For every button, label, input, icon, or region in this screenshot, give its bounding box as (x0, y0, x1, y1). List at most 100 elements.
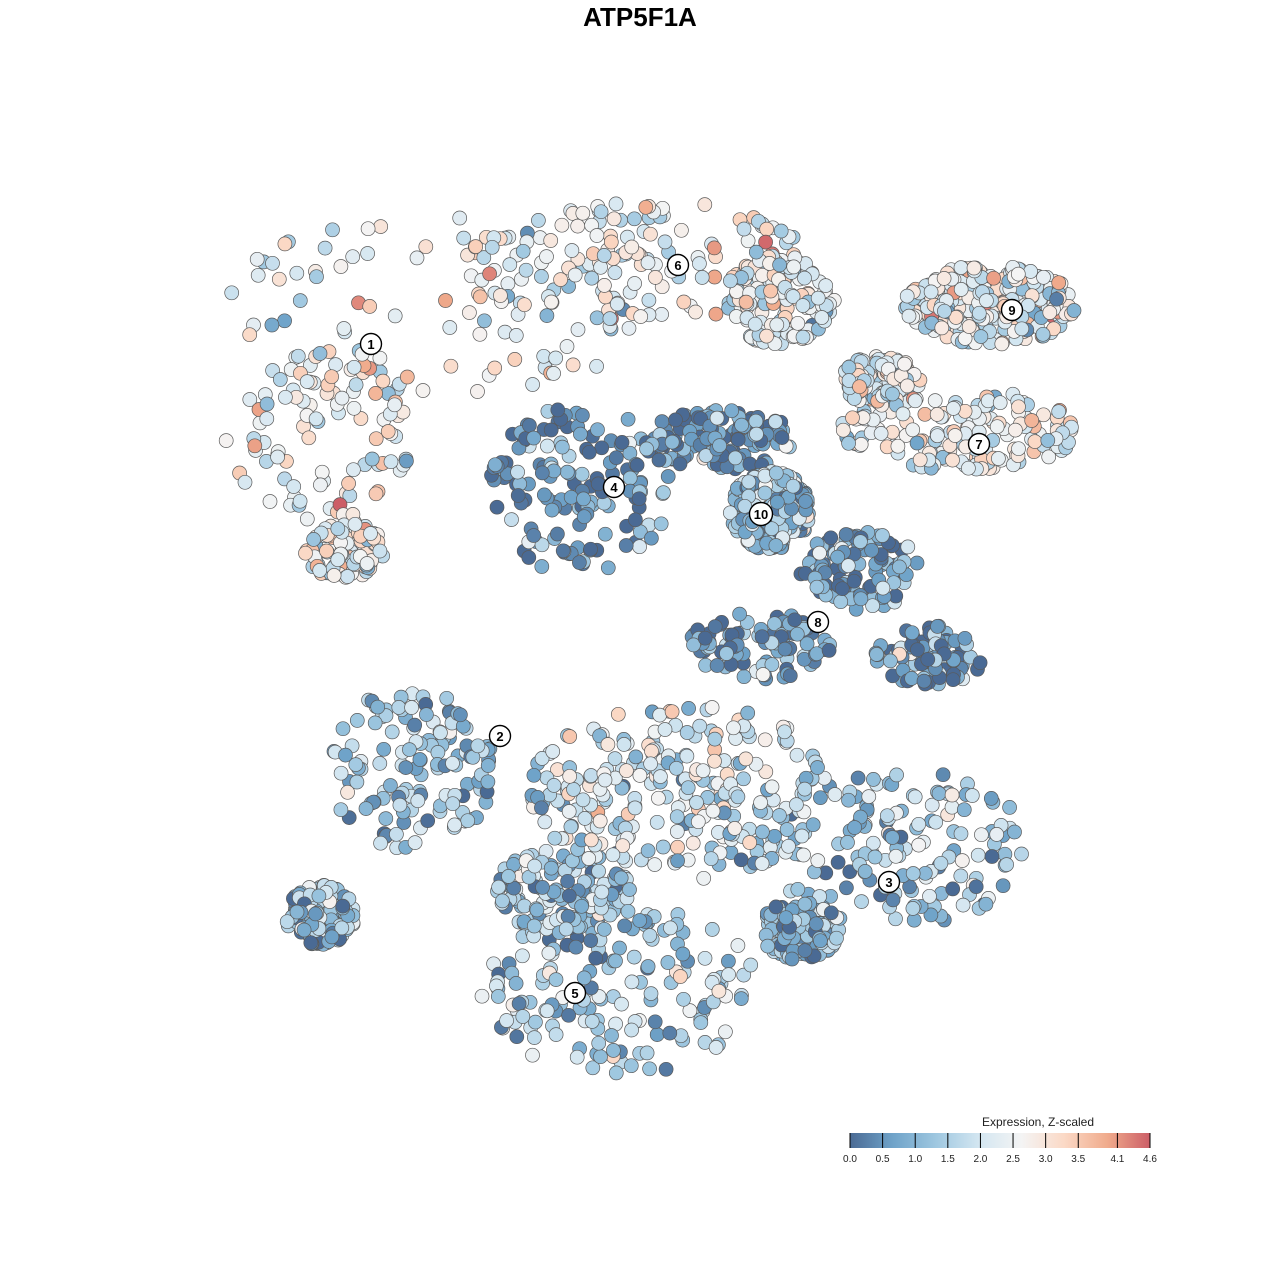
cell-point-cluster-7 (927, 393, 943, 408)
cell-point (669, 760, 684, 776)
cell-point-cluster-2 (439, 690, 455, 706)
cell-point-cluster-8 (904, 671, 919, 686)
cluster-label-1: 1 (359, 332, 383, 356)
cell-point-cluster-2 (420, 813, 436, 829)
cell-point-cluster-6 (640, 255, 656, 271)
cell-point (592, 813, 608, 829)
cell-point-cluster-9 (1010, 266, 1026, 282)
cell-point-cluster-3 (784, 951, 800, 967)
cell-point (657, 722, 673, 737)
cell-point (757, 732, 773, 748)
cell-point (670, 839, 685, 855)
cell-point-cluster-6 (736, 221, 752, 237)
cell-point-cluster-5 (574, 898, 589, 914)
cell-point-cluster-1 (299, 374, 315, 389)
cell-point-cluster-1 (368, 431, 384, 447)
cell-point-cluster-5 (733, 991, 749, 1006)
cell-point-cluster-9 (966, 260, 982, 276)
cell-point-cluster-6 (674, 222, 689, 238)
cell-point-cluster-1 (289, 265, 305, 281)
cell-point-cluster-6 (602, 311, 618, 326)
cell-point-cluster-5 (662, 1025, 678, 1041)
cell-point-cluster-5 (508, 976, 524, 991)
cell-point-cluster-3 (911, 837, 927, 853)
cell-point-cluster-5 (541, 945, 557, 961)
cell-point-cluster-1 (277, 236, 293, 252)
cluster-label-2: 2 (488, 724, 512, 748)
cell-point-cluster-2 (412, 752, 428, 767)
cell-point-cluster-8 (900, 539, 916, 555)
cell-point-cluster-4 (554, 439, 570, 455)
cell-point (680, 780, 696, 796)
cell-point-cluster-1 (508, 328, 524, 343)
cell-point-cluster-1 (383, 454, 399, 470)
cell-point-cluster-9 (1014, 321, 1030, 337)
cell-point-cluster-2 (383, 778, 398, 793)
cell-point-cluster-6 (517, 297, 532, 313)
cell-point-cluster-6 (707, 269, 722, 285)
cell-point-cluster-3 (989, 827, 1005, 842)
cell-point-cluster-2 (407, 835, 423, 850)
cell-point-cluster-1 (306, 532, 321, 547)
cell-point (789, 797, 804, 812)
cell-point (707, 731, 723, 747)
cluster-label-6: 6 (666, 253, 690, 277)
cell-point-cluster-1 (270, 449, 285, 465)
cell-point (772, 808, 787, 823)
cell-point (583, 832, 599, 848)
cell-point-cluster-7 (895, 406, 911, 422)
cell-point (632, 768, 648, 783)
cell-point-cluster-5 (624, 974, 640, 990)
cell-point-cluster-4 (540, 438, 555, 454)
cell-point-cluster-1 (372, 350, 388, 366)
cell-point-cluster-2 (348, 757, 364, 772)
cell-point-cluster-8 (957, 630, 973, 646)
cluster-label-10: 10 (748, 501, 774, 527)
cluster-label-4: 4 (602, 475, 626, 499)
cell-point-cluster-8 (864, 542, 879, 558)
cell-point-cluster-6 (773, 223, 789, 239)
cell-point-cluster-5 (539, 1003, 555, 1019)
cell-point-cluster-6 (502, 257, 518, 272)
cell-point-cluster-2 (410, 793, 426, 809)
cell-point-cluster-1 (309, 269, 324, 285)
cell-point (653, 769, 668, 784)
cell-point-cluster-8 (840, 558, 856, 574)
cell-point-cluster-4 (526, 528, 542, 543)
cell-point (740, 705, 756, 721)
cell-point-cluster-6 (769, 317, 785, 333)
cell-point-cluster-5 (736, 967, 752, 983)
cell-point-cluster-4 (594, 440, 610, 456)
cell-point-cluster-9 (1049, 291, 1064, 307)
cell-point-cluster-5 (584, 1014, 600, 1029)
cell-point (692, 718, 708, 734)
cell-point-cluster-1 (565, 357, 581, 373)
cell-point-cluster-6 (609, 296, 625, 312)
cell-point-cluster-4 (620, 411, 636, 427)
cell-point-cluster-2 (370, 699, 386, 715)
cell-point-cluster-10 (741, 474, 757, 490)
cell-point-cluster-7 (946, 401, 961, 416)
cell-point-cluster-4 (581, 444, 597, 460)
cell-point-cluster-2 (373, 835, 388, 851)
cell-point-cluster-1 (362, 299, 378, 314)
cell-point-cluster-8 (838, 527, 854, 542)
cluster-label-circle (666, 253, 690, 277)
cell-point (690, 814, 706, 830)
cell-point-cluster-8 (821, 643, 837, 658)
cell-point-cluster-2 (453, 707, 468, 723)
cell-point-cluster-10 (768, 538, 784, 553)
cell-point-cluster-8 (787, 612, 803, 628)
cell-point-cluster-5 (718, 1024, 733, 1040)
cell-point (730, 789, 746, 805)
cell-point-cluster-8 (686, 637, 701, 653)
cell-point-cluster-6 (553, 272, 568, 287)
cell-point-cluster-7 (930, 428, 945, 444)
cluster-label-text: 1 (367, 337, 374, 352)
cell-point-cluster-4 (597, 526, 613, 542)
cell-point-cluster-7 (1051, 404, 1067, 419)
cell-point-cluster-2 (289, 904, 305, 920)
cell-point-cluster-7 (945, 452, 960, 468)
cell-point-cluster-3 (805, 817, 821, 833)
cell-point-cluster-4 (748, 413, 764, 429)
